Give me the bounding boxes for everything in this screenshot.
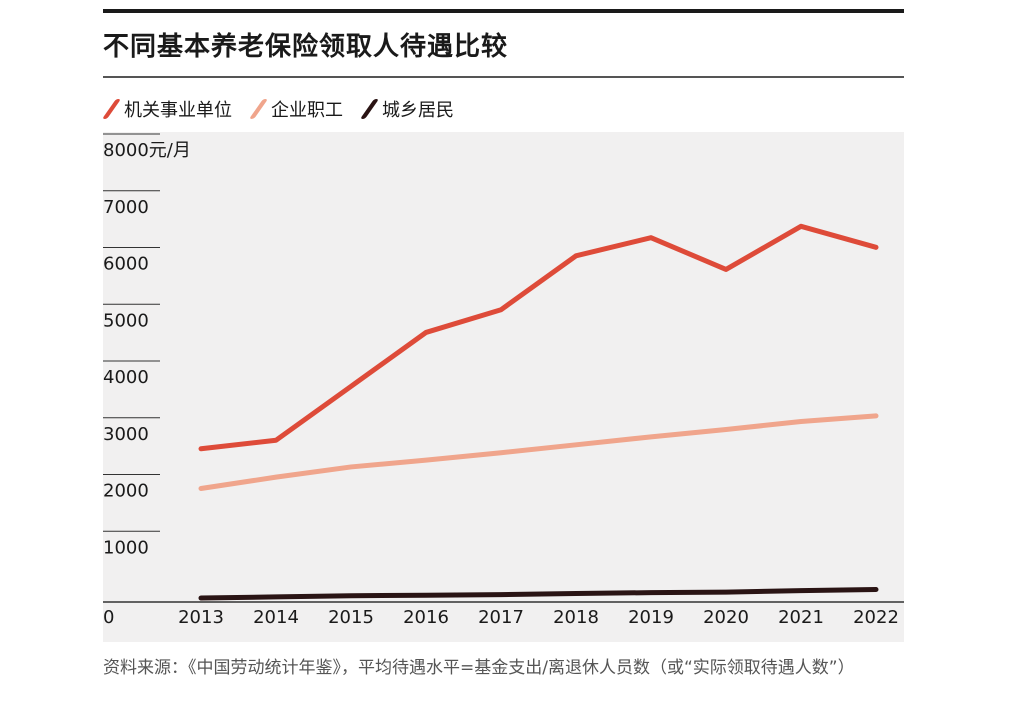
x-tick-label: 2017 [478,607,524,628]
legend-item-series-2: 企业职工 [248,96,343,122]
legend-label-series-1: 机关事业单位 [124,100,232,121]
legend-label-series-3: 城乡居民 [382,100,454,121]
x-tick-label: 2016 [403,607,449,628]
source-note: 资料来源：《中国劳动统计年鉴》，平均待遇水平=基金支出/离退休人员数（或“实际领… [103,658,855,678]
y-tick-label: 3000 [103,424,149,445]
x-tick-label: 2013 [178,607,224,628]
series-line-3 [198,587,879,601]
series-line-2 [198,413,879,491]
x-tick-label: 2020 [703,607,749,628]
y-tick-label: 5000 [103,310,149,331]
legend-item-series-1: 机关事业单位 [101,96,232,122]
y-tick-label: 2000 [103,481,149,502]
y-tick-label: 4000 [103,367,149,388]
x-tick-label: 2021 [778,607,824,628]
y-tick-label: 8000元/月 [103,140,191,161]
top-rule [103,9,904,13]
series-line-1 [198,223,879,452]
x-tick-label: 2014 [253,607,299,628]
plot-area [103,132,904,642]
y-tick-label: 1000 [103,537,149,558]
x-tick-label: 2018 [553,607,599,628]
title-divider [103,76,904,78]
y-tick-label: 6000 [103,254,149,275]
x-tick-label: 2015 [328,607,374,628]
legend-item-series-3: 城乡居民 [359,96,454,122]
legend: 机关事业单位 企业职工 城乡居民 [101,95,472,123]
y-tick-label: 0 [103,607,114,628]
x-tick-label: 2019 [628,607,674,628]
y-tick-label: 7000 [103,197,149,218]
chart-title: 不同基本养老保险领取人待遇比较 [103,32,509,62]
legend-label-series-2: 企业职工 [271,100,343,121]
x-tick-label: 2022 [853,607,899,628]
